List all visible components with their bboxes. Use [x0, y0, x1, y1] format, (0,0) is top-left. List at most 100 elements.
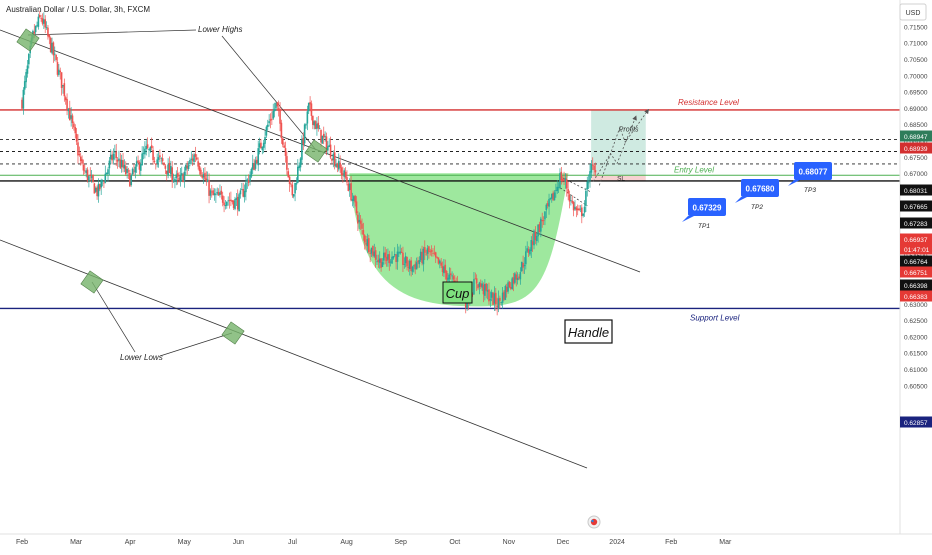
time-tick-label: Apr	[125, 539, 137, 546]
target-callout-tp2[interactable]	[741, 179, 779, 197]
candle-body	[436, 256, 438, 258]
candle-body	[198, 166, 201, 172]
candle-body	[97, 183, 100, 197]
candle-body	[118, 158, 120, 161]
candle-body	[297, 166, 299, 183]
candle-body	[235, 198, 238, 200]
candle-body	[533, 230, 535, 246]
candle-body	[44, 19, 47, 28]
time-tick-label: 2024	[609, 539, 625, 546]
candle-body	[108, 160, 111, 169]
target-price-tp1: 0.67329	[693, 204, 722, 213]
candle-body	[492, 292, 494, 305]
price-tag-label: 01:47:01	[904, 247, 930, 254]
candle-body	[22, 89, 25, 109]
economic-event-icon[interactable]	[587, 515, 601, 529]
candle-body	[344, 171, 347, 178]
candle-body	[561, 179, 564, 181]
price-tag-label: 0.62857	[904, 420, 928, 427]
profit-path-1	[592, 115, 637, 182]
candle-body	[272, 110, 275, 119]
candle-body	[410, 260, 412, 272]
candle-body	[133, 170, 135, 172]
candle-body	[447, 277, 449, 281]
candle-body	[553, 192, 556, 201]
candle-body	[51, 42, 53, 54]
price-tag	[900, 184, 932, 196]
candle-body	[411, 266, 414, 272]
candle-body	[49, 37, 52, 53]
candle-body	[393, 254, 396, 256]
candle-body	[527, 249, 530, 253]
annotation-lower-highs: Lower Highs	[198, 25, 242, 34]
candle-body	[572, 202, 575, 211]
candle-body	[369, 253, 371, 255]
candle-body	[365, 243, 367, 245]
candle-body	[376, 261, 378, 263]
candle-body	[165, 170, 168, 174]
candle-body	[586, 181, 589, 190]
candle-body	[537, 224, 539, 237]
price-tick-label: 0.67500	[904, 155, 928, 162]
time-tick-label: Oct	[449, 539, 460, 546]
candle-body	[26, 65, 29, 74]
currency-button[interactable]	[899, 3, 927, 21]
candle-body	[276, 102, 279, 107]
candle-body	[570, 200, 572, 201]
candle-body	[443, 266, 445, 274]
price-tick-label: 0.68000	[904, 139, 928, 146]
price-tag-label: 0.66398	[904, 283, 928, 290]
candle-body	[357, 214, 359, 224]
candle-body	[428, 246, 430, 252]
candle-body	[25, 72, 27, 83]
price-tag	[900, 290, 932, 302]
candle-body	[249, 175, 251, 181]
candle-body	[515, 274, 518, 280]
price-tag	[900, 142, 932, 154]
candle-body	[115, 151, 118, 159]
price-tag	[900, 200, 932, 212]
candle-body	[530, 240, 533, 251]
candle-body	[575, 207, 578, 211]
candle-body	[74, 127, 77, 134]
price-tag-label: 0.66937	[904, 237, 928, 244]
candle-body	[557, 187, 560, 189]
candle-body	[262, 142, 265, 148]
candle-body	[389, 261, 392, 263]
candle-body	[164, 165, 167, 169]
candle-body	[178, 177, 180, 180]
candle-body	[408, 260, 411, 269]
candle-body	[155, 163, 157, 165]
target-callout-tp3[interactable]	[794, 162, 832, 180]
candle-body	[565, 179, 568, 189]
candle-body	[152, 149, 154, 161]
candle-body	[186, 165, 189, 169]
price-tick-label: 0.68500	[904, 122, 928, 129]
candle-body	[548, 198, 550, 207]
candle-body	[567, 189, 569, 194]
candle-body	[256, 159, 258, 164]
price-tag-label: 0.67665	[904, 204, 928, 211]
candle-body	[318, 128, 321, 130]
candle-body	[482, 284, 485, 295]
candle-body	[21, 99, 23, 109]
candle-body	[407, 266, 410, 268]
candle-body	[101, 181, 104, 182]
candle-body	[291, 184, 294, 196]
candle-body	[258, 143, 261, 148]
price-tick-label: 0.70500	[904, 57, 928, 64]
candle-body	[451, 275, 453, 277]
candle-body	[131, 168, 134, 175]
candle-body	[295, 183, 298, 185]
price-tag	[900, 233, 932, 245]
candle-body	[299, 158, 302, 168]
candle-body	[230, 199, 232, 201]
candle-body	[45, 27, 48, 28]
target-callout-tp1[interactable]	[688, 198, 726, 216]
price-tick-label: 0.63000	[904, 302, 928, 309]
candle-body	[201, 175, 204, 178]
candle-body	[496, 305, 498, 308]
candle-body	[99, 184, 101, 190]
